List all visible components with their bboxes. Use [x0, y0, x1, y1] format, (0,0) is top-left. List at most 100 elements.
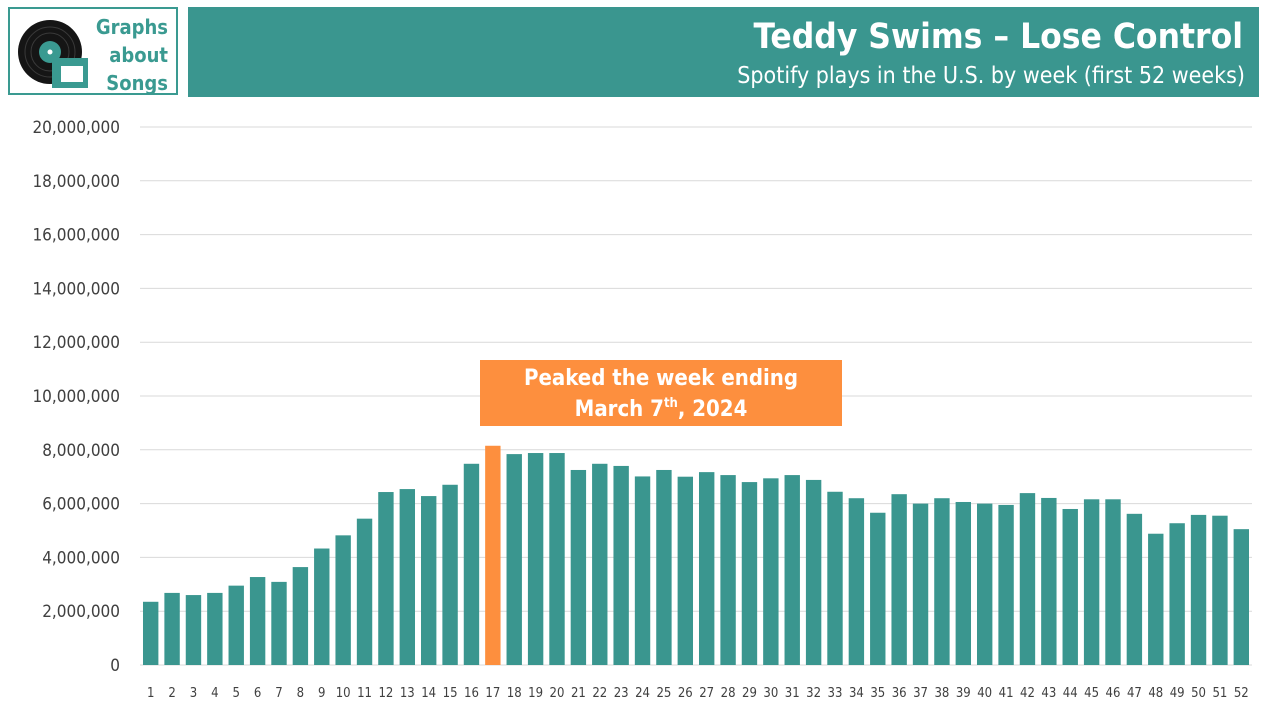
bar — [420, 496, 437, 665]
x-tick-label: 45 — [1084, 686, 1099, 701]
bar — [442, 484, 458, 665]
bar — [292, 567, 309, 665]
peak-annotation: Peaked the week ending March 7th, 2024 — [480, 360, 842, 426]
bar-peak — [485, 445, 501, 665]
x-tick-label: 36 — [892, 686, 907, 701]
y-tick-label: 16,000,000 — [32, 226, 120, 246]
x-tick-label: 49 — [1170, 686, 1185, 701]
bar — [1148, 533, 1164, 665]
x-tick-label: 16 — [464, 686, 479, 701]
x-tick-label: 28 — [721, 686, 736, 701]
bar — [891, 494, 907, 665]
logo-text-about: about — [109, 43, 168, 67]
peak-date-year: , 2024 — [677, 397, 748, 422]
bar — [314, 548, 330, 665]
y-tick-label: 4,000,000 — [42, 548, 120, 568]
bar — [1169, 523, 1185, 665]
x-tick-label: 48 — [1148, 686, 1163, 701]
x-tick-label: 26 — [678, 686, 693, 701]
x-tick-label: 1 — [147, 686, 154, 701]
bar — [634, 476, 651, 665]
x-tick-label: 35 — [870, 686, 885, 701]
bar — [356, 518, 373, 665]
bar — [656, 469, 672, 665]
bar — [164, 592, 180, 665]
x-tick-label: 34 — [849, 686, 864, 701]
x-tick-label: 13 — [400, 686, 415, 701]
x-tick-label: 52 — [1234, 686, 1249, 701]
y-tick-label: 12,000,000 — [32, 333, 120, 353]
bar — [271, 581, 287, 665]
bar — [592, 463, 608, 665]
y-tick-label: 14,000,000 — [32, 279, 120, 299]
x-tick-label: 31 — [785, 686, 800, 701]
bar — [784, 475, 800, 665]
bar — [1212, 515, 1228, 665]
x-tick-label: 51 — [1212, 686, 1227, 701]
bar — [934, 498, 950, 665]
bar — [677, 476, 694, 665]
x-tick-label: 47 — [1127, 686, 1142, 701]
logo-text-graphs: Graphs — [95, 15, 168, 39]
bar — [698, 472, 715, 665]
bar — [249, 577, 266, 665]
peak-annotation-line1: Peaked the week ending — [523, 366, 799, 391]
x-tick-label: 20 — [550, 686, 565, 701]
y-tick-label: 20,000,000 — [32, 118, 120, 138]
bar — [741, 482, 758, 665]
x-tick-label: 50 — [1191, 686, 1206, 701]
x-tick-label: 12 — [378, 686, 393, 701]
bar — [378, 492, 394, 665]
bar — [827, 491, 843, 665]
bar — [335, 535, 351, 665]
bar — [570, 469, 587, 665]
x-tick-label: 7 — [275, 686, 282, 701]
y-tick-label: 18,000,000 — [32, 172, 120, 192]
bar — [848, 498, 865, 665]
bar — [763, 478, 779, 665]
bar — [228, 585, 244, 665]
bar — [1233, 529, 1250, 665]
x-tick-label: 41 — [999, 686, 1014, 701]
bar — [399, 489, 416, 665]
x-tick-label: 43 — [1041, 686, 1056, 701]
x-tick-label: 15 — [443, 686, 458, 701]
peak-date-ordinal: th — [663, 396, 678, 411]
y-tick-label: 10,000,000 — [32, 387, 120, 407]
bar — [912, 503, 929, 665]
x-tick-label: 14 — [421, 686, 436, 701]
x-tick-label: 33 — [828, 686, 843, 701]
x-tick-label: 24 — [635, 686, 650, 701]
bar — [1105, 499, 1121, 665]
x-tick-label: 44 — [1063, 686, 1078, 701]
bar — [1190, 514, 1207, 665]
x-tick-label: 27 — [699, 686, 714, 701]
peak-annotation-line2: March 7th, 2024 — [480, 394, 842, 425]
title-banner: Teddy Swims – Lose Control Spotify plays… — [188, 7, 1259, 97]
x-tick-label: 37 — [913, 686, 928, 701]
vinyl-record-icon — [18, 20, 88, 88]
bar — [805, 479, 822, 665]
bar — [1041, 497, 1057, 665]
bar — [1019, 493, 1036, 665]
x-tick-label: 32 — [806, 686, 821, 701]
bar — [720, 475, 736, 665]
x-tick-label: 11 — [357, 686, 372, 701]
bar — [613, 465, 629, 665]
bar — [142, 601, 159, 665]
y-tick-label: 8,000,000 — [42, 441, 120, 461]
x-tick-label: 40 — [977, 686, 992, 701]
x-tick-label: 23 — [614, 686, 629, 701]
bar — [185, 595, 202, 665]
x-tick-label: 3 — [190, 686, 197, 701]
x-tick-label: 10 — [336, 686, 351, 701]
peak-date-month-day: March 7 — [574, 397, 664, 422]
bar — [955, 501, 972, 665]
x-tick-label: 6 — [254, 686, 261, 701]
bar — [1062, 508, 1078, 665]
x-tick-label: 18 — [507, 686, 522, 701]
bar — [527, 453, 544, 665]
chart-subtitle: Spotify plays in the U.S. by week (first… — [737, 63, 1245, 89]
bar — [976, 503, 993, 665]
x-tick-label: 25 — [656, 686, 671, 701]
